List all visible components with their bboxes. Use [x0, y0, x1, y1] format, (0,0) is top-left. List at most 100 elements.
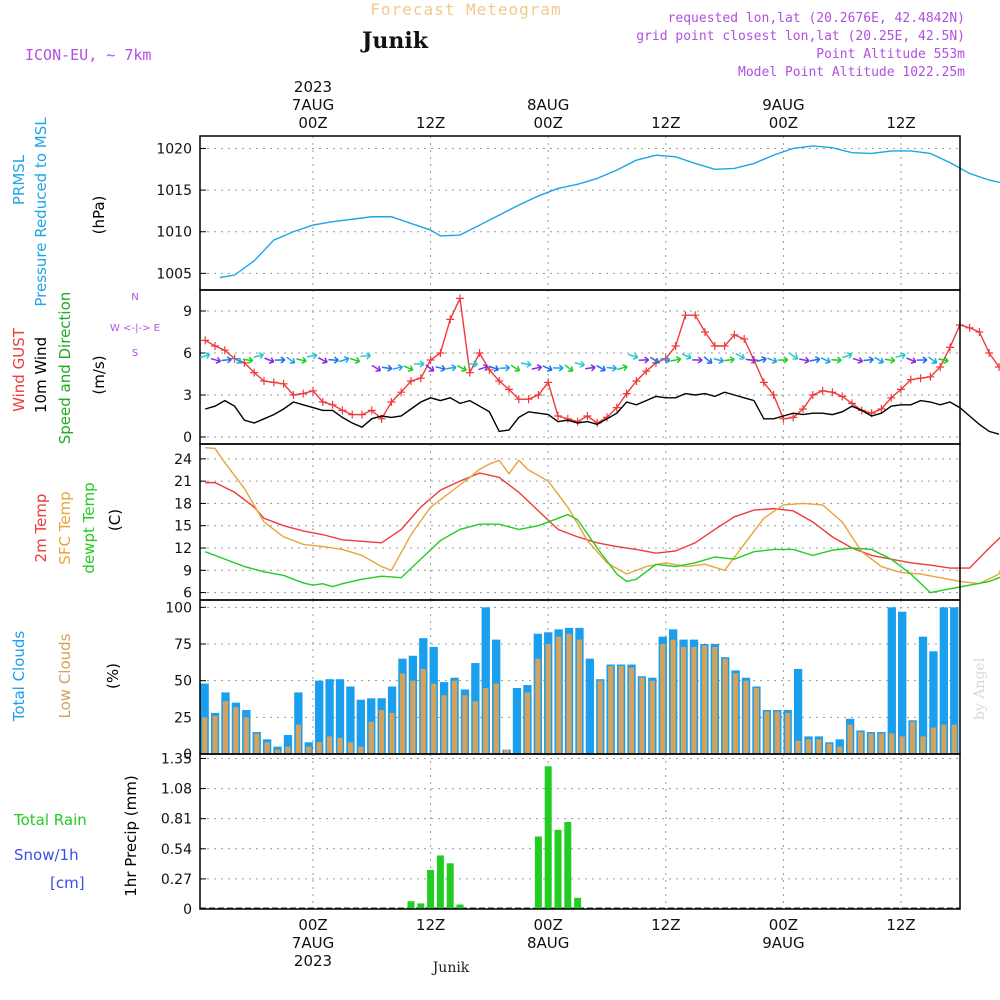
- total-cloud-bar: [835, 739, 844, 754]
- total-cloud-bar: [918, 636, 928, 754]
- wind-arrow: [553, 364, 564, 372]
- wind-arrow: [531, 364, 543, 372]
- wind-arrow: [938, 356, 949, 364]
- low-cloud-bar: [753, 688, 760, 754]
- low-cloud-bar: [451, 680, 458, 754]
- wind-arrow: [499, 364, 511, 372]
- low-cloud-bar: [389, 712, 395, 754]
- wind-arrow: [467, 360, 478, 368]
- wind-arrow: [221, 356, 232, 364]
- gust-marker: [632, 377, 641, 385]
- y-tick-label: 1010: [156, 225, 192, 241]
- y-tick-label: 1.35: [161, 751, 192, 767]
- wind-arrow: [210, 356, 222, 364]
- wind-arrow: [478, 364, 489, 371]
- gust-marker: [534, 391, 543, 399]
- low-cloud-bar: [878, 733, 884, 754]
- low-cloud-bar: [295, 724, 301, 754]
- wind-arrow: [777, 356, 789, 364]
- wind-arrow: [670, 356, 682, 364]
- wind-arrow: [306, 352, 318, 360]
- wind-arrow: [799, 356, 810, 364]
- low-cloud-bar: [535, 658, 541, 754]
- y-tick-label: 0: [183, 902, 192, 918]
- wind-arrow: [574, 360, 585, 368]
- x-bottom-label: 12Z: [651, 916, 680, 934]
- precip-legend-rain: Total Rain: [13, 811, 87, 829]
- x-bottom-label: 00Z: [769, 916, 798, 934]
- gust-marker: [250, 368, 259, 377]
- y-tick-label: 0: [183, 430, 192, 446]
- low-cloud-bar: [868, 733, 874, 754]
- wind-arrow: [253, 352, 264, 360]
- y-tick-label: 0.81: [161, 812, 192, 828]
- panel-temp: 6 9 12 15 18 21 24: [174, 443, 1000, 602]
- wind-arrow: [457, 364, 467, 372]
- gust-marker: [710, 342, 719, 350]
- wind-arrow: [200, 352, 211, 359]
- gust-marker: [514, 395, 523, 404]
- wind-arrow: [745, 356, 757, 364]
- gust-marker: [201, 336, 210, 345]
- gust-marker: [691, 311, 700, 320]
- gust-marker: [740, 335, 749, 343]
- gust-marker: [642, 367, 651, 376]
- x-bottom-label: 12Z: [886, 916, 915, 934]
- low-cloud-bar: [441, 695, 447, 754]
- gust-marker: [897, 385, 905, 394]
- wind-arrow: [692, 356, 703, 364]
- y-tick-label: 75: [174, 637, 192, 653]
- gust-marker: [818, 386, 827, 395]
- panel-frame: [199, 135, 961, 291]
- rain-bar: [534, 836, 542, 909]
- low-cloud-bar: [680, 646, 687, 754]
- total-cloud-bar: [939, 607, 949, 754]
- low-cloud-bar: [254, 733, 260, 754]
- temp-ylabel-unit: (C): [106, 509, 124, 531]
- gust-marker: [475, 349, 484, 357]
- x-top-label: 9AUG: [762, 96, 804, 114]
- low-cloud-bar: [483, 688, 489, 754]
- wind-arrow: [274, 356, 286, 364]
- precip-ylabel: 1hr Precip (mm): [122, 775, 140, 896]
- wind-arrow: [446, 364, 457, 372]
- wind-arrow: [585, 364, 596, 372]
- gust-marker: [720, 342, 729, 350]
- model-label: ICON-EU, ~ 7km: [25, 46, 151, 64]
- wind-arrow: [906, 357, 917, 364]
- y-tick-label: 100: [165, 600, 192, 616]
- pressure-ylabel-1: PRMSL: [10, 154, 28, 205]
- y-tick-label: 21: [174, 474, 192, 490]
- y-tick-label: 6: [183, 346, 192, 362]
- x-bottom-label: 7AUG: [292, 934, 334, 952]
- low-cloud-bar: [545, 644, 551, 754]
- wind-arrow: [520, 360, 532, 368]
- gust-marker: [554, 412, 562, 420]
- gust-marker: [269, 378, 278, 387]
- gust-marker: [887, 393, 896, 402]
- series-temp-line: [204, 513, 1000, 594]
- gust-marker: [495, 377, 504, 385]
- wind-ylabel-gust: Wind GUST: [10, 327, 28, 412]
- wind-arrow: [435, 364, 446, 372]
- gust-marker: [799, 405, 807, 413]
- gust-marker: [289, 391, 298, 399]
- compass-we: W <-|-> E: [110, 323, 160, 334]
- gust-marker: [877, 405, 886, 413]
- wind-arrow: [649, 356, 660, 364]
- x-top-label: 00Z: [769, 114, 798, 132]
- gust-marker: [407, 377, 415, 385]
- low-cloud-bar: [889, 733, 895, 754]
- x-bottom-label: 12Z: [416, 916, 445, 934]
- total-cloud-bar: [887, 607, 896, 754]
- x-top-label: 8AUG: [527, 96, 569, 114]
- x-bottom-label: 00Z: [298, 916, 327, 934]
- gust-marker: [446, 315, 455, 324]
- low-cloud-bar: [399, 673, 406, 754]
- low-cloud-bar: [826, 743, 832, 754]
- total-cloud-bar: [335, 679, 345, 754]
- wind-arrow: [360, 352, 371, 360]
- gust-marker: [309, 386, 317, 395]
- low-cloud-bar: [264, 742, 270, 754]
- gust-marker: [318, 398, 327, 406]
